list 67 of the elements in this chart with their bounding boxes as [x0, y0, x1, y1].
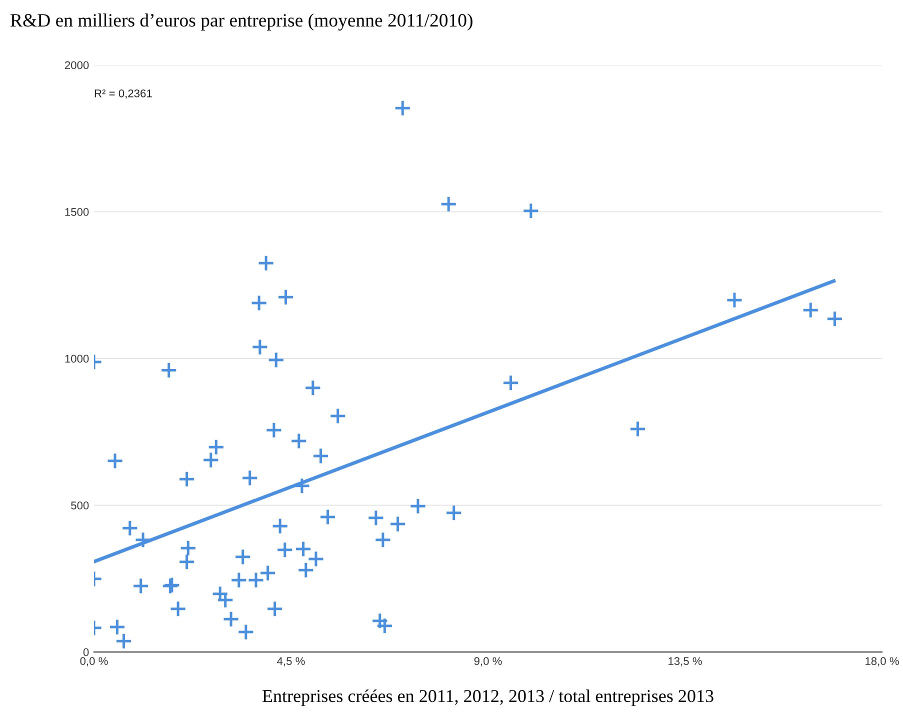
x-tick-label: 0,0 %	[80, 657, 108, 666]
point	[208, 438, 225, 456]
point	[367, 509, 384, 526]
point	[134, 531, 152, 548]
point	[178, 553, 196, 570]
point	[409, 498, 426, 515]
point	[250, 294, 268, 312]
point	[297, 562, 314, 579]
x-axis-title: Entreprises créées en 2011, 2012, 2013 / total entreprises 2013	[262, 689, 714, 706]
point	[115, 632, 132, 650]
y-tick-label: 0	[83, 648, 89, 656]
point	[178, 470, 196, 488]
point	[121, 520, 138, 537]
point	[522, 202, 540, 220]
point	[216, 592, 234, 609]
y-tick-label: 1500	[65, 208, 89, 216]
point	[502, 374, 520, 392]
point	[202, 452, 220, 469]
point	[826, 310, 844, 328]
point	[277, 288, 294, 306]
point	[276, 541, 294, 558]
point	[106, 452, 124, 470]
point	[230, 572, 248, 589]
point	[802, 302, 820, 319]
point	[222, 610, 240, 628]
point	[234, 548, 252, 566]
point	[726, 292, 744, 309]
point	[247, 572, 265, 589]
y-tick-label: 500	[71, 502, 89, 510]
x-tick-label: 9,0 %	[474, 657, 502, 666]
point	[160, 362, 178, 379]
point	[376, 617, 394, 634]
x-tick-label: 13,5 %	[668, 657, 702, 666]
chart-title: R&D en milliers d’euros par entreprise (moyenne 2011/2010)	[10, 13, 472, 31]
point	[180, 540, 197, 557]
point	[329, 407, 346, 425]
point	[290, 432, 308, 450]
point	[440, 196, 458, 213]
point	[132, 577, 150, 594]
point	[170, 600, 187, 618]
point	[241, 469, 258, 486]
annotation: R² = 0,2361	[94, 89, 152, 99]
point	[251, 338, 268, 356]
point	[319, 508, 336, 526]
x-tick-label: 18,0 %	[866, 657, 899, 666]
point	[266, 600, 284, 618]
y-tick-label: 1000	[65, 354, 89, 363]
point	[389, 516, 406, 533]
point	[374, 531, 392, 548]
point	[258, 254, 275, 272]
y-tick-label: 2000	[64, 61, 89, 70]
point	[304, 379, 322, 396]
point	[272, 518, 289, 535]
point	[108, 618, 126, 636]
point	[265, 422, 282, 439]
point	[445, 504, 462, 522]
x-tick-label: 4,5 %	[277, 657, 305, 666]
point	[294, 540, 312, 558]
point	[259, 564, 276, 582]
point	[394, 100, 412, 117]
point	[268, 351, 285, 368]
point	[629, 420, 646, 438]
point	[307, 550, 324, 568]
point	[371, 612, 388, 630]
point	[293, 477, 310, 494]
point	[312, 447, 330, 464]
point	[237, 624, 254, 641]
